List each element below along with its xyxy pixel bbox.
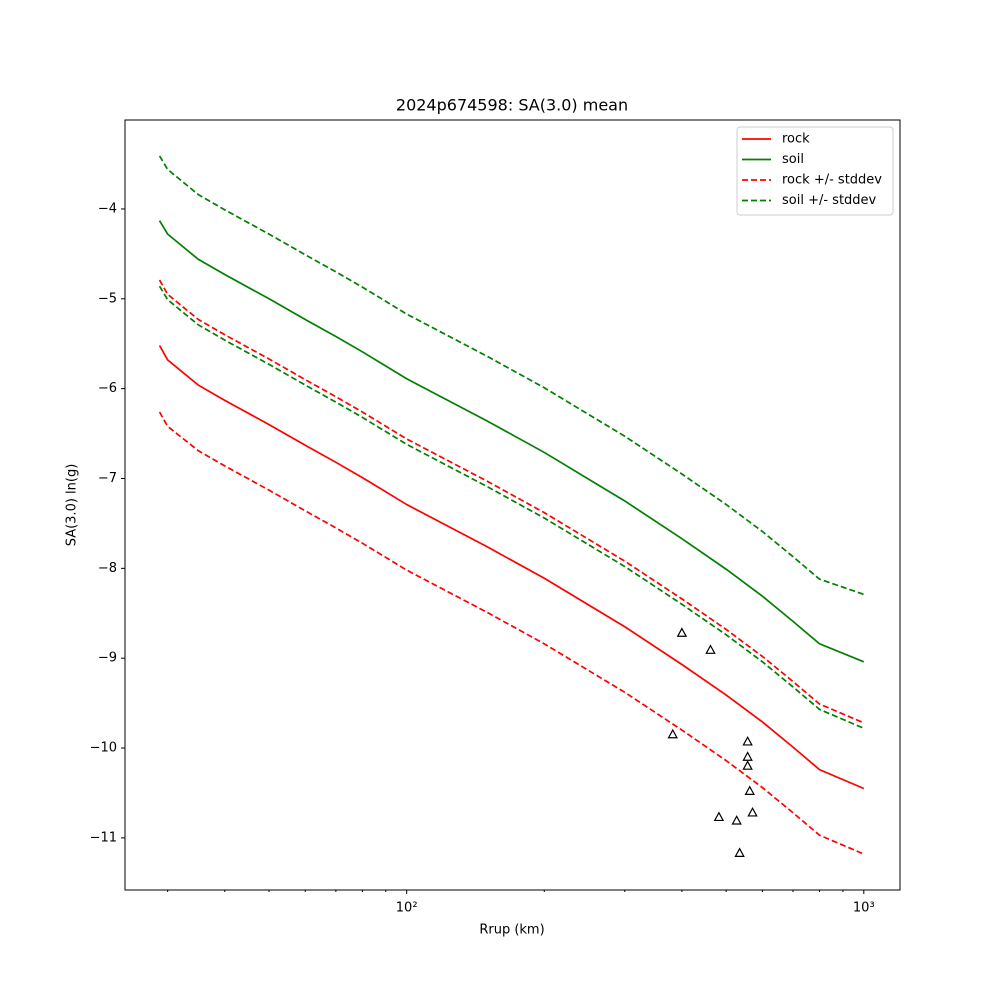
x-axis-label: Rrup (km) <box>479 923 544 938</box>
observation-marker <box>667 728 678 739</box>
series-line <box>158 345 865 790</box>
observation-marker <box>705 644 716 654</box>
y-tick-label: −5 <box>98 291 117 306</box>
series-line <box>158 220 865 663</box>
observation-marker <box>734 847 745 857</box>
series-line <box>158 279 865 724</box>
legend-label: rock +/- stddev <box>782 173 882 188</box>
y-tick-label: −9 <box>98 651 117 666</box>
observation-marker <box>747 806 758 817</box>
legend-label: soil +/- stddev <box>782 193 877 208</box>
legend-box <box>736 126 894 216</box>
observation-marker <box>676 627 688 637</box>
y-tick-label: −8 <box>98 561 117 576</box>
series-line <box>158 411 865 855</box>
y-tick-label: −10 <box>90 741 117 756</box>
x-tick-label: 10³ <box>853 901 875 916</box>
plot-frame <box>124 119 901 891</box>
observation-marker <box>742 735 753 746</box>
x-tick-label: 10² <box>396 901 418 916</box>
observation-marker <box>742 751 753 761</box>
legend-label: soil <box>782 152 804 167</box>
series-line <box>158 155 865 596</box>
chart-title: 2024p674598: SA(3.0) mean <box>396 96 628 115</box>
observation-marker <box>742 760 753 770</box>
y-tick-label: −7 <box>98 471 117 486</box>
y-tick-label: −4 <box>98 201 117 216</box>
observation-marker <box>744 785 755 795</box>
series-line <box>158 285 865 730</box>
observation-marker <box>713 811 725 822</box>
y-tick-label: −11 <box>90 830 117 845</box>
y-tick-label: −6 <box>98 381 117 396</box>
legend-label: rock <box>782 132 810 147</box>
observation-marker <box>731 815 742 825</box>
y-axis-label: SA(3.0) ln(g) <box>65 464 80 547</box>
